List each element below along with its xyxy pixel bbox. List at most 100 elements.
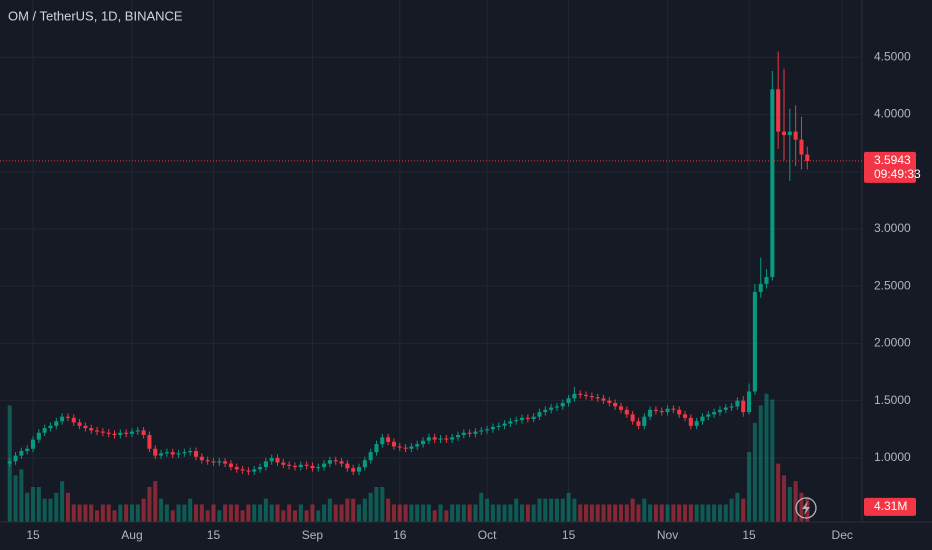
- volume-bar: [19, 469, 24, 522]
- candle-body: [752, 291, 757, 392]
- x-tick-label: Aug: [121, 528, 142, 542]
- candle-body: [473, 431, 478, 434]
- volume-bar: [455, 504, 461, 522]
- volume-bar: [77, 504, 82, 522]
- candle-body: [578, 393, 583, 395]
- volume-bar: [147, 487, 152, 522]
- volume-bar: [537, 498, 542, 522]
- x-tick-label: Nov: [657, 528, 678, 542]
- candle-body: [566, 398, 571, 403]
- volume-bar: [118, 504, 123, 522]
- candle-body: [479, 430, 484, 432]
- volume-bar: [316, 510, 321, 522]
- volume-label: 4.31M: [874, 499, 907, 513]
- x-tick-label: 15: [207, 528, 221, 542]
- alert-icon[interactable]: [795, 497, 817, 519]
- candle-body: [496, 425, 501, 427]
- candle-body: [263, 461, 268, 468]
- volume-bar: [723, 504, 728, 522]
- volume-bar: [65, 492, 70, 522]
- candle-body: [712, 412, 717, 415]
- volume-bar: [322, 504, 327, 522]
- candle-body: [665, 408, 670, 413]
- volume-bar: [310, 504, 315, 522]
- volume-bar: [554, 498, 559, 522]
- candle-body: [653, 409, 658, 411]
- volume-bar: [415, 504, 420, 522]
- volume-bar: [426, 504, 431, 522]
- x-tick-label: 16: [393, 528, 407, 542]
- candle-body: [89, 428, 94, 431]
- volume-bar: [129, 504, 135, 522]
- candle-body: [19, 451, 24, 456]
- volume-bar: [269, 504, 274, 522]
- candle-body: [228, 463, 233, 468]
- candle-body: [537, 412, 542, 417]
- candle-body: [65, 416, 70, 418]
- volume-bar: [71, 504, 76, 522]
- candle-body: [455, 435, 461, 438]
- candle-body: [682, 414, 688, 418]
- volume-bar: [54, 492, 59, 522]
- candle-body: [793, 131, 798, 140]
- y-tick-label: 4.0000: [874, 107, 911, 121]
- candle-body: [292, 465, 298, 468]
- volume-bar: [36, 487, 41, 522]
- volume-bar: [252, 504, 257, 522]
- candle-body: [467, 432, 472, 434]
- candle-body: [706, 414, 711, 417]
- candle-body: [799, 139, 804, 155]
- candle-body: [118, 432, 123, 435]
- last-price-box: [864, 151, 916, 183]
- candle-body: [723, 407, 728, 410]
- candle-body: [269, 457, 274, 462]
- candle-body: [25, 448, 30, 452]
- candle-body: [351, 468, 356, 472]
- volume-bar: [578, 504, 583, 522]
- candle-body: [153, 448, 158, 456]
- candle-body: [409, 446, 414, 449]
- candle-body: [60, 416, 65, 422]
- volume-bar: [298, 504, 303, 522]
- volume-bar: [560, 498, 565, 522]
- volume-bar: [13, 475, 18, 522]
- volume-bar: [444, 510, 449, 522]
- candle-body: [356, 467, 362, 472]
- volume-bar: [525, 504, 530, 522]
- y-tick-label: 4.5000: [874, 49, 911, 63]
- volume-bar: [677, 504, 682, 522]
- candle-body: [83, 425, 88, 429]
- candle-body: [543, 409, 548, 413]
- candle-body: [30, 439, 36, 449]
- candle-body: [659, 410, 664, 413]
- volume-bar: [793, 481, 798, 522]
- volume-bar: [124, 504, 129, 522]
- volume-bar: [467, 504, 472, 522]
- candle-body: [747, 391, 752, 413]
- candle-body: [287, 464, 292, 466]
- candle-body: [700, 416, 705, 422]
- volume-bar: [502, 504, 507, 522]
- candle-body: [485, 429, 490, 431]
- volume-bar: [624, 504, 629, 522]
- candle-body: [741, 400, 746, 413]
- candle-body: [316, 467, 321, 469]
- volume-bar: [764, 393, 769, 522]
- candle-body: [770, 89, 775, 278]
- candle-body: [281, 462, 286, 465]
- volume-bar: [234, 504, 239, 522]
- volume-bar: [199, 504, 204, 522]
- candle-body: [374, 444, 379, 453]
- candle-body: [199, 456, 204, 461]
- candle-body: [304, 464, 309, 466]
- candle-body: [618, 406, 624, 410]
- volume-bar: [485, 498, 490, 522]
- candle-body: [333, 460, 338, 462]
- volume-bar: [135, 504, 140, 522]
- candle-body: [514, 420, 519, 422]
- candle-body: [182, 452, 187, 454]
- candle-body: [444, 438, 449, 440]
- candle-body: [421, 440, 426, 445]
- candle-body: [368, 452, 373, 461]
